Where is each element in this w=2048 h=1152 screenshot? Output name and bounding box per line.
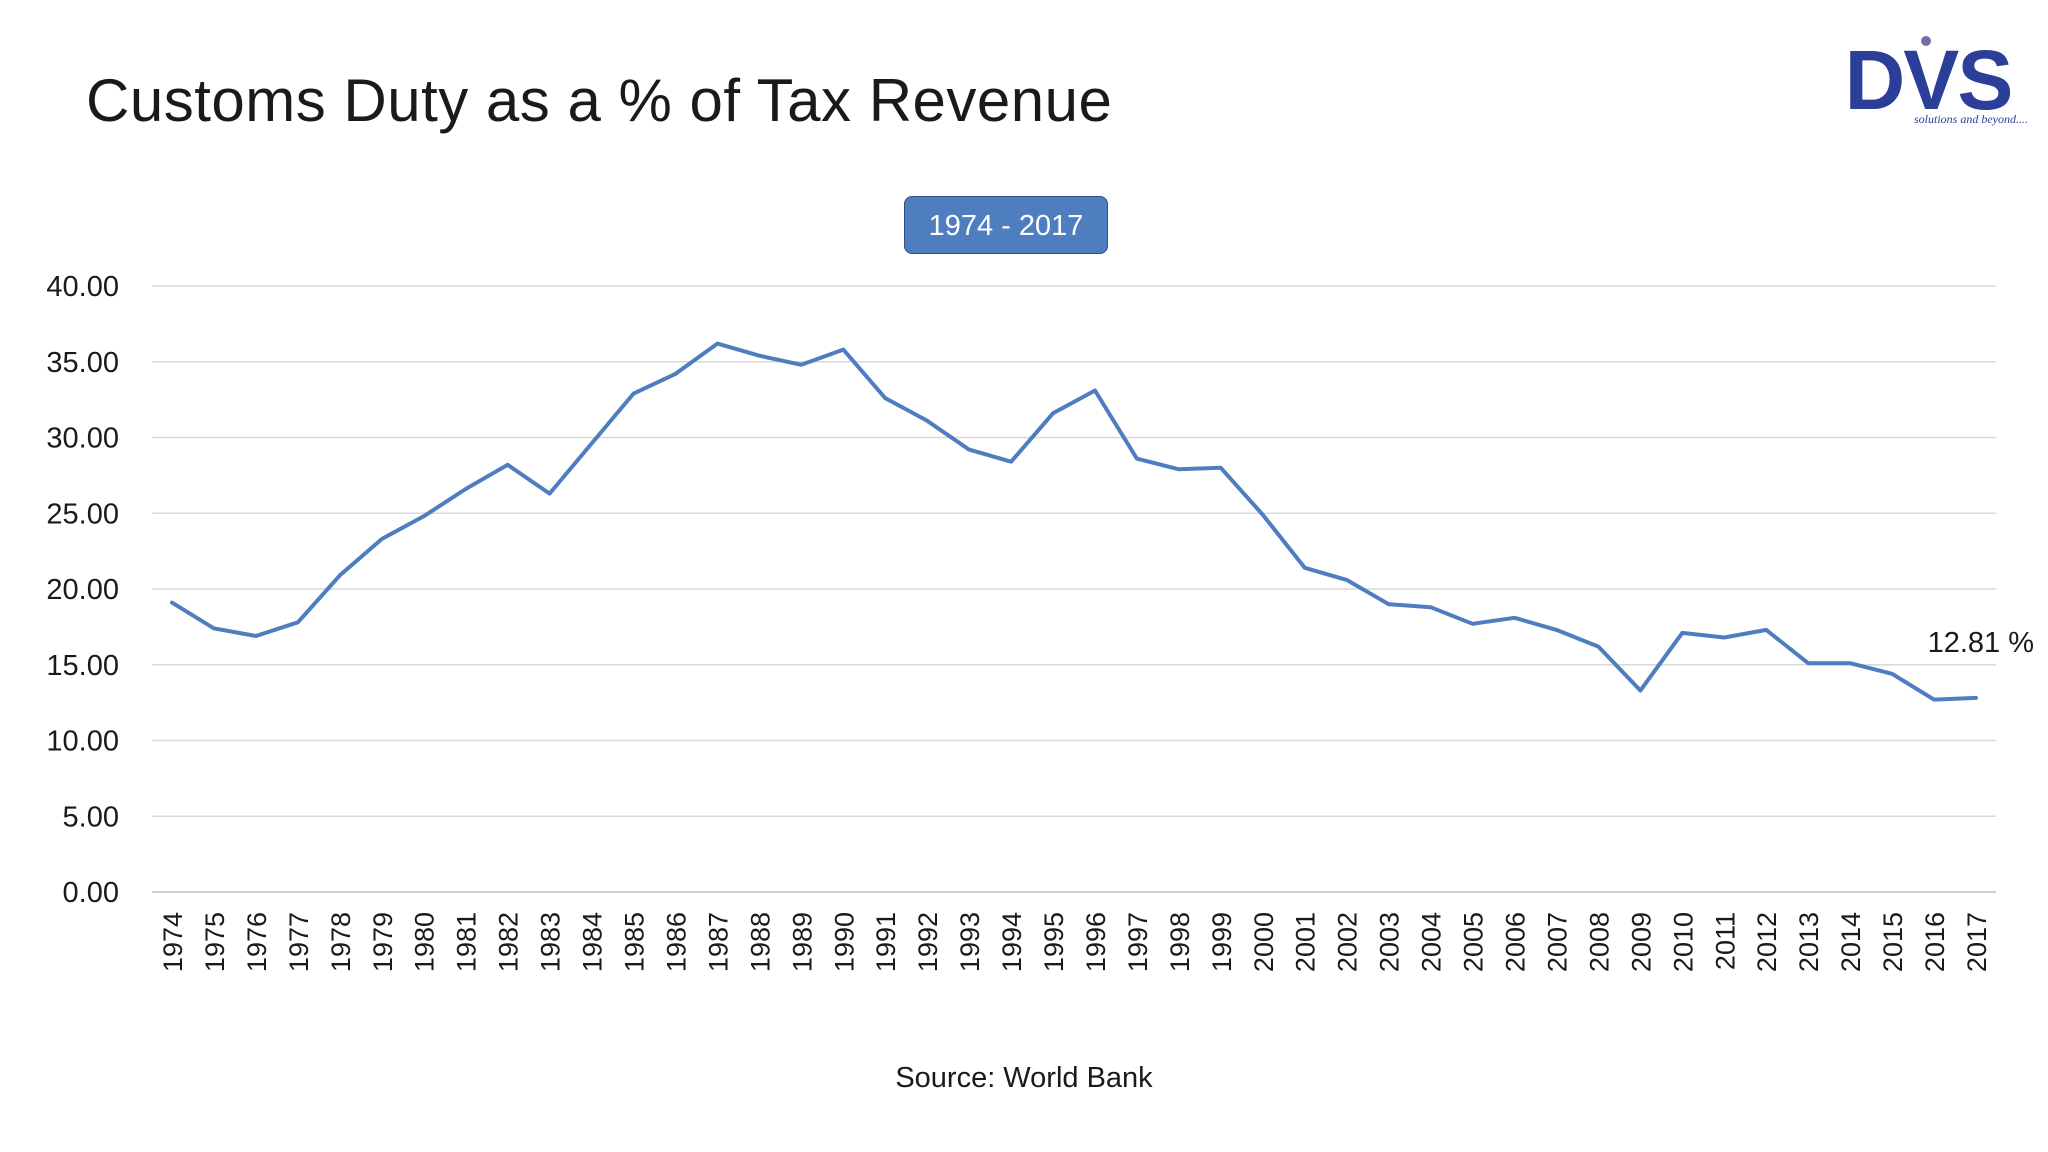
x-tick-label: 2005 <box>1459 912 1489 972</box>
y-tick-label: 30.00 <box>46 423 119 455</box>
x-tick-label: 2004 <box>1417 912 1447 972</box>
x-tick-label: 2013 <box>1794 912 1824 972</box>
x-tick-label: 1981 <box>452 912 482 972</box>
x-tick-label: 1994 <box>997 912 1027 972</box>
x-tick-label: 2002 <box>1333 912 1363 972</box>
x-tick-label: 1990 <box>829 912 859 972</box>
x-tick-label: 1980 <box>410 912 440 972</box>
logo-dot-icon <box>1921 36 1931 46</box>
x-tick-label: 2000 <box>1249 912 1279 972</box>
x-tick-label: 1974 <box>158 912 188 972</box>
x-tick-label: 1998 <box>1165 912 1195 972</box>
x-tick-label: 1975 <box>200 912 230 972</box>
logo-text: DVS <box>1844 33 2014 127</box>
y-tick-label: 5.00 <box>63 801 119 833</box>
x-tick-label: 1993 <box>955 912 985 972</box>
x-tick-label: 2016 <box>1920 912 1950 972</box>
x-tick-label: 1995 <box>1039 912 1069 972</box>
x-tick-label: 1997 <box>1123 912 1153 972</box>
x-tick-label: 2006 <box>1501 912 1531 972</box>
y-tick-label: 25.00 <box>46 498 119 530</box>
y-tick-label: 20.00 <box>46 574 119 606</box>
x-tick-label: 1999 <box>1207 912 1237 972</box>
x-tick-label: 1984 <box>578 912 608 972</box>
x-tick-label: 1985 <box>619 912 649 972</box>
y-tick-label: 35.00 <box>46 347 119 379</box>
x-tick-label: 1992 <box>913 912 943 972</box>
x-tick-label: 2010 <box>1668 912 1698 972</box>
data-label: 12.81 % <box>1928 627 2034 659</box>
x-tick-label: 1991 <box>871 912 901 972</box>
x-tick-label: 1982 <box>494 912 524 972</box>
x-tick-label: 1988 <box>745 912 775 972</box>
y-tick-label: 0.00 <box>63 877 119 909</box>
x-tick-label: 1986 <box>661 912 691 972</box>
x-tick-label: 2007 <box>1542 912 1572 972</box>
x-tick-label: 1996 <box>1081 912 1111 972</box>
y-tick-label: 15.00 <box>46 650 119 682</box>
x-tick-label: 1987 <box>703 912 733 972</box>
x-tick-label: 2015 <box>1878 912 1908 972</box>
x-tick-label: 2001 <box>1291 912 1321 972</box>
slide-title: Customs Duty as a % of Tax Revenue <box>86 67 1113 134</box>
x-tick-label: 1978 <box>326 912 356 972</box>
dvs-logo: DVS solutions and beyond.... <box>1828 30 2028 140</box>
logo-tagline: solutions and beyond.... <box>1914 112 2028 126</box>
y-tick-label: 10.00 <box>46 726 119 758</box>
x-tick-label: 2008 <box>1584 912 1614 972</box>
period-label-box: 1974 - 2017 <box>904 196 1108 254</box>
x-tick-label: 1989 <box>787 912 817 972</box>
source-note: Source: World Bank <box>895 1062 1153 1094</box>
x-tick-label: 2003 <box>1375 912 1405 972</box>
x-tick-label: 1979 <box>368 912 398 972</box>
x-tick-label: 1983 <box>536 912 566 972</box>
x-tick-label: 2014 <box>1836 912 1866 972</box>
x-tick-label: 2009 <box>1626 912 1656 972</box>
x-tick-label: 1976 <box>242 912 272 972</box>
x-tick-label: 2011 <box>1710 912 1740 970</box>
y-tick-label: 40.00 <box>46 271 119 303</box>
x-tick-label: 2012 <box>1752 912 1782 972</box>
x-tick-label: 1977 <box>284 912 314 972</box>
series-line <box>170 341 1978 702</box>
x-tick-label: 2017 <box>1962 912 1992 972</box>
